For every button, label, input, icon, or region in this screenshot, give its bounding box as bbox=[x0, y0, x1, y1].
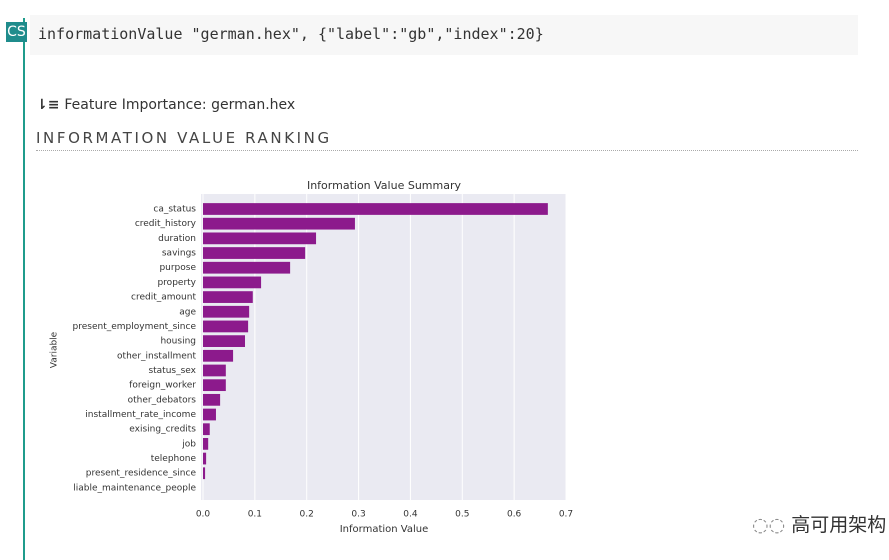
y-tick-label: foreign_worker bbox=[129, 381, 196, 391]
cell-border bbox=[23, 18, 25, 560]
y-tick-label: purpose bbox=[159, 263, 196, 273]
y-tick-label: other_debators bbox=[128, 395, 197, 405]
y-tick-label: property bbox=[157, 278, 196, 288]
bar bbox=[203, 423, 210, 436]
y-tick-label: telephone bbox=[151, 454, 197, 464]
bar bbox=[203, 203, 548, 215]
bar bbox=[203, 349, 234, 362]
y-tick-label: job bbox=[181, 439, 196, 449]
bar bbox=[203, 335, 246, 347]
y-tick-label: present_residence_since bbox=[86, 469, 197, 479]
bar bbox=[203, 232, 317, 245]
y-tick-label: status_sex bbox=[148, 366, 196, 376]
sort-icon: ⇂≡ bbox=[36, 97, 65, 113]
y-tick-label: liable_maintenance_people bbox=[73, 483, 196, 493]
bar bbox=[203, 247, 306, 259]
y-tick-label: present_employment_since bbox=[73, 322, 197, 332]
output-heading: ⇂≡ Feature Importance: german.hex bbox=[36, 97, 295, 113]
bar bbox=[203, 217, 355, 230]
x-tick-label: 0.0 bbox=[196, 510, 211, 520]
y-tick-label: installment_rate_income bbox=[85, 410, 196, 420]
y-tick-label: ca_status bbox=[153, 205, 196, 215]
y-tick-label: other_installment bbox=[117, 351, 196, 361]
watermark-text: 高可用架构 bbox=[791, 514, 887, 536]
x-tick-label: 0.7 bbox=[559, 510, 573, 520]
heading-text: Feature Importance: german.hex bbox=[64, 97, 296, 113]
bar bbox=[203, 379, 226, 392]
x-axis-label: Information Value bbox=[340, 524, 429, 535]
y-tick-label: housing bbox=[160, 337, 196, 347]
y-tick-label: age bbox=[179, 307, 196, 317]
y-axis-label: Variable bbox=[50, 331, 60, 368]
plot-area bbox=[201, 194, 566, 500]
cell-prompt: CS bbox=[6, 22, 27, 42]
x-tick-label: 0.2 bbox=[300, 510, 314, 520]
y-tick-label: savings bbox=[162, 249, 196, 259]
bar bbox=[203, 305, 250, 318]
y-tick-label: credit_history bbox=[135, 219, 197, 229]
bar bbox=[203, 408, 216, 421]
bar bbox=[203, 276, 262, 289]
y-tick-label: duration bbox=[158, 234, 196, 244]
x-tick-label: 0.6 bbox=[507, 510, 522, 520]
x-tick-label: 0.5 bbox=[455, 510, 469, 520]
bar bbox=[203, 320, 249, 333]
x-tick-label: 0.1 bbox=[248, 510, 262, 520]
code-input[interactable]: informationValue "german.hex", {"label":… bbox=[30, 15, 858, 55]
bar bbox=[203, 438, 209, 450]
wechat-icon: ◌◌ bbox=[752, 514, 792, 536]
y-tick-label: exising_credits bbox=[129, 425, 196, 435]
bar bbox=[203, 364, 226, 377]
x-tick-label: 0.4 bbox=[403, 510, 418, 520]
y-tick-label: credit_amount bbox=[131, 293, 196, 303]
bar bbox=[203, 291, 253, 303]
bar bbox=[203, 467, 206, 480]
bar bbox=[203, 452, 207, 465]
watermark: ◌◌ 高可用架构 bbox=[752, 510, 886, 537]
chart-title: Information Value Summary bbox=[307, 179, 462, 192]
bar bbox=[203, 261, 291, 274]
bar bbox=[203, 393, 221, 406]
section-title: INFORMATION VALUE RANKING bbox=[36, 129, 858, 151]
x-tick-label: 0.3 bbox=[351, 510, 365, 520]
